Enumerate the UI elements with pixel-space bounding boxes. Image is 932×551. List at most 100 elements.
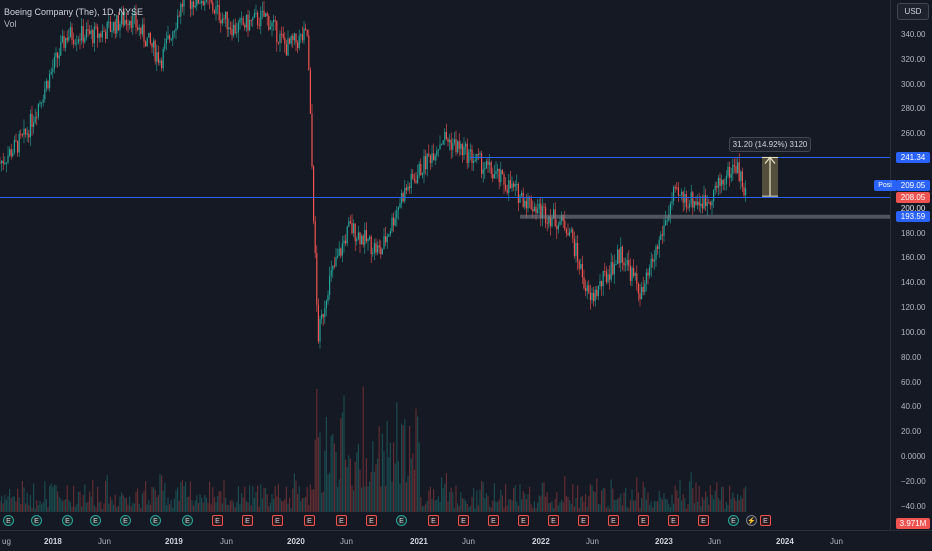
price-axis[interactable]: 340.00320.00300.00280.00260.00240.00220.… [890, 0, 932, 530]
volume-bar [130, 505, 132, 512]
candle-body [650, 258, 652, 268]
candle-body [721, 179, 723, 186]
volume-bar [487, 496, 489, 512]
candle-body [306, 29, 308, 36]
candle-body [242, 18, 244, 25]
split-event-icon[interactable]: ⚡ [746, 515, 757, 526]
candle-body [386, 236, 388, 243]
volume-bar [322, 491, 324, 512]
candle-body [509, 180, 511, 189]
volume-bar [353, 490, 355, 512]
earnings-event-icon[interactable]: E [182, 515, 193, 526]
candle-body [497, 168, 499, 171]
earnings-event-icon[interactable]: E [518, 515, 529, 526]
candle-body [5, 162, 7, 164]
candle-body [228, 27, 230, 30]
earnings-event-icon[interactable]: E [3, 515, 14, 526]
earnings-event-icon[interactable]: E [638, 515, 649, 526]
candle-body [87, 29, 89, 31]
volume-bar [346, 467, 348, 512]
candle-body [661, 234, 663, 236]
earnings-event-icon[interactable]: E [428, 515, 439, 526]
candle-body [375, 243, 377, 253]
earnings-event-icon[interactable]: E [366, 515, 377, 526]
earnings-event-icon[interactable]: E [212, 515, 223, 526]
volume-bar [537, 502, 539, 512]
earnings-event-icon[interactable]: E [62, 515, 73, 526]
earnings-event-icon[interactable]: E [608, 515, 619, 526]
earnings-event-icon[interactable]: E [31, 515, 42, 526]
volume-bar [317, 437, 319, 512]
earnings-event-icon[interactable]: E [120, 515, 131, 526]
time-axis[interactable]: ug 2018 Jun 2019 Jun 2020 Jun 2021 Jun 2022 Jun 202… [0, 530, 932, 551]
volume-bar [575, 497, 577, 512]
earnings-event-icon[interactable]: E [698, 515, 709, 526]
volume-bar [673, 503, 675, 512]
candle-body [23, 128, 25, 135]
volume-bar [717, 497, 719, 512]
candle-body [0, 162, 1, 164]
price-chart[interactable] [0, 0, 890, 530]
volume-bar [711, 494, 713, 512]
volume-bar [426, 501, 428, 512]
earnings-event-icon[interactable]: E [728, 515, 739, 526]
earnings-event-icon[interactable]: E [272, 515, 283, 526]
currency-button[interactable]: USD [897, 3, 929, 20]
earnings-event-icon[interactable]: E [488, 515, 499, 526]
candle-body [364, 229, 366, 245]
earnings-event-icon[interactable]: E [578, 515, 589, 526]
earnings-event-icon[interactable]: E [304, 515, 315, 526]
volume-bar [701, 496, 703, 512]
earnings-event-icon[interactable]: E [150, 515, 161, 526]
volume-bar [588, 496, 590, 512]
volume-bar [407, 475, 409, 512]
volume-bar [565, 496, 567, 512]
volume-bar [418, 442, 420, 512]
candle-body [689, 203, 691, 208]
volume-bar [533, 501, 535, 512]
candle-body [311, 113, 313, 167]
volume-bar [705, 491, 707, 512]
volume-bar [4, 495, 6, 512]
candle-body [346, 226, 348, 244]
chart-area[interactable] [0, 0, 890, 530]
volume-bar [47, 507, 49, 512]
candle-body [49, 74, 51, 89]
volume-bar [149, 504, 151, 512]
candle-body [505, 184, 507, 190]
candle-body [461, 144, 463, 156]
earnings-event-icon[interactable]: E [458, 515, 469, 526]
candle-body [324, 308, 326, 318]
candle-body [631, 267, 633, 281]
volume-bar [98, 502, 100, 512]
volume-legend[interactable]: Vol [4, 19, 17, 29]
candle-body [393, 217, 395, 226]
earnings-event-icon[interactable]: E [242, 515, 253, 526]
volume-bar [343, 395, 345, 512]
candle-body [161, 60, 163, 69]
volume-bar [332, 434, 334, 512]
earnings-event-icon[interactable]: E [396, 515, 407, 526]
candle-body [273, 20, 275, 23]
candle-body [234, 24, 236, 34]
symbol-title[interactable]: Boeing Company (The), 1D, NYSE [4, 7, 144, 17]
candle-body [93, 26, 95, 44]
current-price-label: 208.05 [896, 192, 930, 203]
volume-bar [97, 486, 99, 512]
earnings-event-icon[interactable]: E [668, 515, 679, 526]
volume-bar [44, 481, 46, 512]
candle-body [673, 186, 675, 202]
candle-body [418, 163, 420, 175]
volume-bar [60, 498, 62, 512]
volume-bar [735, 500, 737, 512]
earnings-event-icon[interactable]: E [90, 515, 101, 526]
volume-bar [21, 480, 23, 512]
volume-bar [159, 473, 161, 512]
volume-bar [535, 507, 537, 512]
earnings-event-icon[interactable]: E [548, 515, 559, 526]
candle-body [378, 245, 380, 248]
candle-body [743, 187, 745, 196]
volume-bar [234, 507, 236, 512]
earnings-event-icon[interactable]: E [336, 515, 347, 526]
earnings-event-icon[interactable]: E [760, 515, 771, 526]
